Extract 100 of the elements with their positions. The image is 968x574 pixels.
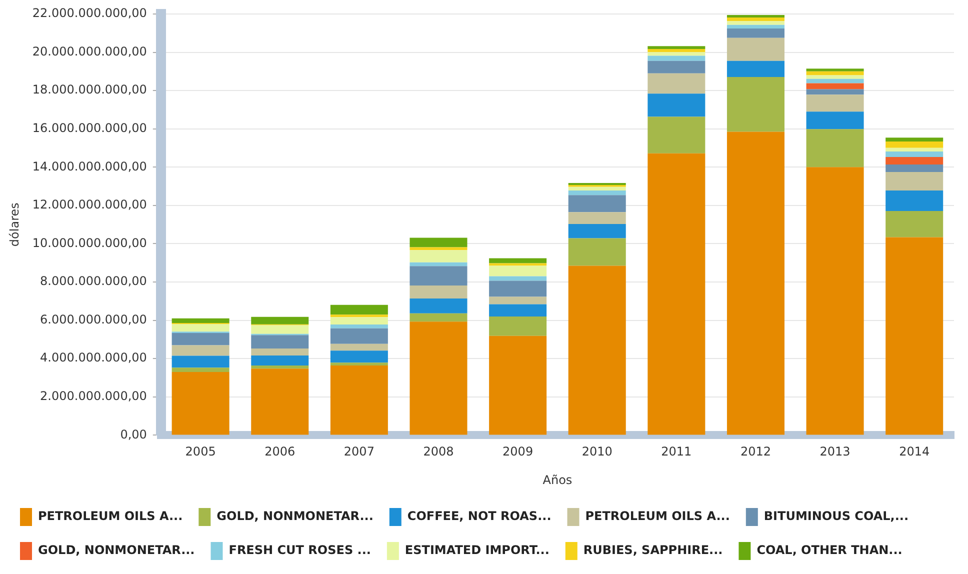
bar (648, 153, 706, 435)
legend-label: GOLD, NONMONETAR... (38, 543, 195, 558)
bar (806, 75, 864, 79)
bar (410, 250, 468, 262)
legend-label: RUBIES, SAPPHIRE... (583, 543, 723, 558)
bar (330, 366, 388, 435)
legend-label: GOLD, NONMONETAR... (216, 509, 374, 524)
bar (172, 318, 230, 324)
bar (886, 151, 944, 158)
bar (410, 313, 468, 322)
bar (568, 195, 626, 212)
legend-label: PETROLEUM OILS A... (38, 509, 183, 524)
bar (489, 304, 547, 316)
bar (806, 94, 864, 112)
bar (489, 263, 547, 266)
bar (648, 52, 706, 56)
y-tick-label: 16.000.000.000,00 (32, 121, 147, 135)
bar (806, 89, 864, 95)
y-tick-label: 4.000.000.000,00 (40, 350, 147, 365)
bar (886, 138, 944, 142)
bar (648, 60, 706, 74)
bar (726, 24, 784, 29)
bar (172, 356, 230, 368)
bar (251, 356, 309, 366)
bar (251, 368, 309, 435)
y-tick-label: 2.000.000.000,00 (40, 389, 147, 404)
bar (489, 258, 547, 264)
x-tick-label: 2007 (344, 444, 374, 459)
bar (806, 78, 864, 84)
bar (806, 71, 864, 76)
x-tick-label: 2009 (502, 444, 534, 459)
bar (568, 212, 626, 224)
bar (568, 238, 626, 266)
x-tick-label: 2006 (264, 444, 296, 459)
bar (886, 157, 944, 164)
y-axis-title: dólares (7, 202, 22, 247)
bar (726, 21, 784, 25)
bar (251, 366, 309, 369)
y-tick-label: 12.000.000.000,00 (32, 198, 147, 212)
bar (648, 46, 706, 50)
bar (330, 350, 388, 363)
bar (648, 94, 706, 117)
bar (726, 38, 784, 61)
bar (886, 190, 944, 212)
bar (410, 266, 468, 286)
bar (489, 280, 547, 297)
bar (648, 49, 706, 52)
bar (172, 372, 230, 435)
y-tick-label: 18.000.000.000,00 (32, 82, 147, 97)
bar (410, 285, 468, 298)
bar (806, 112, 864, 130)
bar (330, 324, 388, 328)
bar (251, 325, 309, 334)
bar (726, 60, 784, 77)
bar (726, 28, 784, 38)
bar (330, 344, 388, 351)
bar (251, 348, 309, 356)
bar (886, 164, 944, 172)
y-tick-label: 0,00 (120, 427, 147, 442)
legend-label: COFFEE, NOT ROAS... (407, 509, 552, 524)
bar (251, 316, 309, 324)
bar (568, 190, 626, 196)
bar (648, 73, 706, 94)
bar (726, 76, 784, 132)
bar (410, 322, 468, 435)
bar (886, 237, 944, 435)
bar (648, 116, 706, 154)
legend-label: COAL, OTHER THAN... (756, 543, 902, 558)
bar (172, 332, 230, 346)
legend-label: BITUMINOUS COAL,... (764, 509, 909, 524)
y-tick-label: 10.000.000.000,00 (32, 236, 147, 250)
legend-label: PETROLEUM OILS A... (585, 509, 730, 524)
bar (489, 336, 547, 435)
bar (886, 172, 944, 191)
bar (489, 276, 547, 281)
x-tick-label: 2005 (185, 444, 216, 459)
bar (806, 129, 864, 168)
bar (568, 186, 626, 191)
bar (330, 314, 388, 318)
bar (489, 296, 547, 304)
legend-label: FRESH CUT ROSES ... (228, 543, 371, 558)
x-tick-label: 2011 (661, 444, 692, 459)
bar (410, 262, 468, 266)
x-tick-label: 2014 (899, 444, 930, 459)
bar (489, 266, 547, 276)
y-tick-label: 6.000.000.000,00 (40, 312, 147, 326)
bar (648, 56, 706, 61)
bar (886, 148, 944, 152)
bar (726, 17, 784, 22)
x-tick-label: 2012 (740, 444, 771, 459)
bar (806, 68, 864, 72)
y-tick-label: 22.000.000.000,00 (32, 6, 147, 20)
bar (806, 167, 864, 435)
bar (172, 368, 230, 372)
x-tick-label: 2010 (582, 444, 612, 459)
bar (489, 316, 547, 336)
bar (410, 247, 468, 250)
bar (172, 324, 230, 332)
y-tick-label: 8.000.000.000,00 (40, 274, 147, 288)
bar (330, 362, 388, 366)
